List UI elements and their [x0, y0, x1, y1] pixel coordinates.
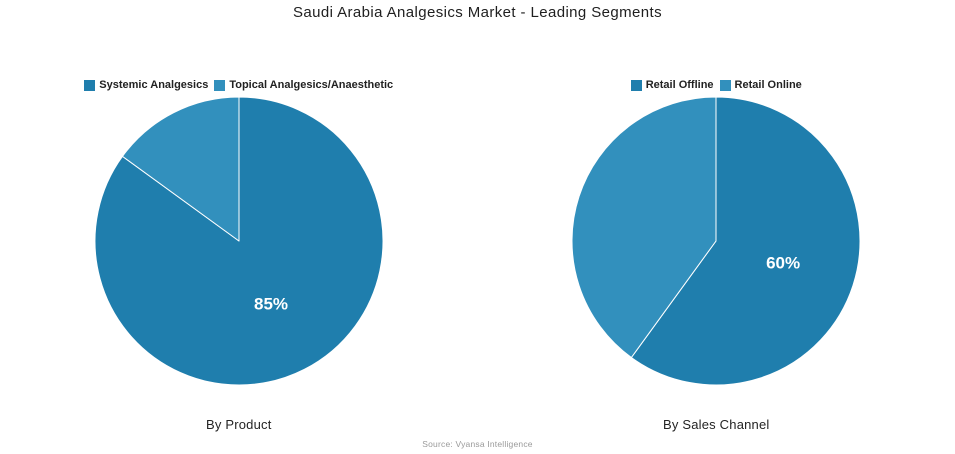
legend-label: Retail Offline: [645, 79, 714, 91]
slice-label-retail-offline: 60%: [766, 253, 800, 272]
legend-label: Retail Online: [734, 79, 802, 91]
pie-slice-retail-online: [571, 96, 717, 358]
legend-by-product: Systemic Analgesics Topical Analgesics/An…: [0, 79, 478, 91]
legend-label: Topical Analgesics/Anaesthetic: [229, 79, 394, 91]
legend-item-systemic-analgesics[interactable]: Systemic Analgesics: [84, 79, 208, 91]
legend-swatch-icon: [630, 79, 642, 91]
pie-svg-by-product: 85%: [94, 96, 384, 386]
legend-swatch-icon: [719, 79, 731, 91]
legend-by-sales-channel: Retail Offline Retail Online: [478, 79, 955, 91]
legend-item-retail-online[interactable]: Retail Online: [719, 79, 802, 91]
pie-slice-retail-offline: [631, 96, 861, 386]
legend-label: Systemic Analgesics: [99, 79, 209, 91]
legend-item-retail-offline[interactable]: Retail Offline: [630, 79, 714, 91]
pie-slice-topical-analgesics-anaesthetic: [121, 96, 240, 242]
chart-caption-by-sales-channel: By Sales Channel: [662, 417, 770, 432]
legend-swatch-icon: [84, 79, 96, 91]
source-text: Source: Vyansa Intelligence: [422, 439, 533, 449]
slice-label-systemic-analgesics: 85%: [254, 294, 288, 313]
pie-chart-by-product: Systemic Analgesics Topical Analgesics/An…: [0, 79, 478, 432]
figure-title: Saudi Arabia Analgesics Market - Leading…: [293, 4, 662, 21]
pie-chart-by-sales-channel: Retail Offline Retail Online 60% By Sales…: [478, 0, 955, 454]
chart-caption-by-product: By Product: [205, 417, 272, 432]
legend-item-topical-analgesics-anaesthetic[interactable]: Topical Analgesics/Anaesthetic: [214, 79, 393, 91]
pie-svg-by-sales-channel: 60%: [571, 96, 861, 386]
legend-swatch-icon: [214, 79, 226, 91]
